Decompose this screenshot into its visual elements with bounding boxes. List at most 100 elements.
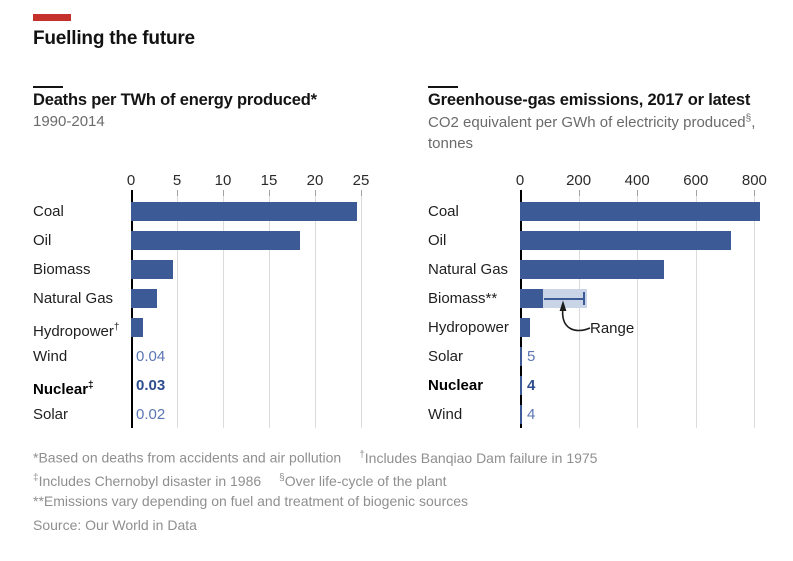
gridline-800	[754, 196, 756, 428]
value-label-solar: 5	[527, 348, 536, 365]
dagger-sup: †	[359, 449, 365, 460]
row-label-nuclear: Nuclear‡	[33, 380, 94, 398]
emissions-chart-subtitle-line1: CO2 equivalent per GWh of electricity pr…	[428, 113, 755, 131]
footnote-segment: ‡Includes Chernobyl disaster in 1986	[33, 472, 262, 490]
dagger-sup: §	[279, 472, 285, 484]
bar-solar	[520, 347, 522, 366]
axis-tick-20	[315, 190, 316, 196]
bar-oil	[520, 231, 731, 250]
gridline-600	[695, 196, 697, 428]
bar-hydropower	[520, 318, 530, 337]
gridline-10	[223, 196, 224, 428]
row-label-hydropower: Hydropower	[428, 319, 509, 336]
row-label-natural-gas: Natural Gas	[33, 290, 114, 307]
page-title: Fuelling the future	[33, 28, 195, 49]
footnote-line-1: *Based on deaths from accidents and air …	[33, 443, 597, 467]
plot-area: 5 4 4	[520, 190, 770, 428]
footnote-line-3: **Emissions vary depending on fuel and t…	[33, 490, 597, 514]
row-label-oil: Oil	[33, 232, 52, 249]
row-label-wind: Wind	[428, 406, 463, 423]
bar-wind	[520, 405, 522, 424]
deaths-chart: Deaths per TWh of energy produced* 1990-…	[33, 86, 393, 446]
row-label-natural-gas: Natural Gas	[428, 261, 509, 278]
range-annotation-label: Range	[590, 320, 635, 337]
axis-tick-label-200: 200	[566, 172, 592, 189]
gridline-15	[269, 196, 270, 428]
subtitle-text: CO2 equivalent per GWh of electricity pr…	[428, 114, 746, 131]
emissions-chart-title: Greenhouse-gas emissions, 2017 or latest	[428, 91, 751, 109]
axis-tick-10	[223, 190, 224, 196]
axis-tick-label-5: 5	[172, 172, 182, 189]
emissions-chart-subtitle-line2: tonnes	[428, 135, 474, 152]
axis-tick-label-0: 0	[126, 172, 136, 189]
plot-area: 0.04 0.03 0.02	[131, 190, 371, 428]
source-line: Source: Our World in Data	[33, 516, 197, 533]
axis-zero-line	[520, 190, 522, 428]
dagger-sup: ‡	[33, 472, 39, 484]
axis-tick-15	[269, 190, 270, 196]
chart-rule	[428, 86, 458, 88]
deaths-chart-subtitle: 1990-2014	[33, 113, 105, 130]
range-arrow-icon	[546, 294, 606, 339]
row-label-nuclear: Nuclear	[428, 377, 484, 394]
row-label-solar: Solar	[33, 406, 69, 423]
value-label-nuclear: 0.03	[136, 377, 166, 394]
bar-coal	[520, 202, 761, 221]
bar-natural-gas	[520, 260, 664, 279]
gridline-20	[315, 196, 316, 428]
value-label-nuclear: 4	[527, 377, 536, 394]
footnote-line-2: ‡Includes Chernobyl disaster in 1986 §Ove…	[33, 467, 597, 491]
bar-biomass	[131, 260, 174, 279]
dagger-sup: †	[113, 322, 120, 333]
value-label-wind: 4	[527, 406, 536, 423]
axis-tick-label-400: 400	[624, 172, 650, 189]
axis-tick-label-20: 20	[306, 172, 324, 189]
subtitle-tail: ,	[751, 114, 756, 131]
axis-tick-25	[361, 190, 362, 196]
row-label-coal: Coal	[33, 203, 64, 220]
chart-rule	[33, 86, 63, 88]
gridline-5	[177, 196, 178, 428]
range-cap	[583, 292, 586, 305]
footnote-segment: **Emissions vary depending on fuel and t…	[33, 493, 469, 509]
row-label-biomass: Biomass**	[428, 290, 498, 307]
footnote-segment: §Over life-cycle of the plant	[279, 472, 447, 490]
gridline-400	[637, 196, 639, 428]
bar-oil	[131, 231, 301, 250]
footnote-segment: *Based on deaths from accidents and air …	[33, 449, 342, 466]
axis-tick-5	[177, 190, 178, 196]
axis-tick-label-600: 600	[683, 172, 709, 189]
row-label-wind: Wind	[33, 348, 68, 365]
row-label-solar: Solar	[428, 348, 464, 365]
axis-tick-label-10: 10	[214, 172, 232, 189]
axis-tick-600	[695, 190, 697, 196]
row-label-coal: Coal	[428, 203, 459, 220]
row-label-hydropower: Hydropower†	[33, 322, 120, 340]
range-whisker	[544, 297, 585, 300]
deaths-chart-title: Deaths per TWh of energy produced*	[33, 91, 317, 109]
gridline-200	[578, 196, 580, 428]
axis-tick-200	[578, 190, 580, 196]
axis-tick-label-0: 0	[515, 172, 525, 189]
bar-natural-gas	[131, 289, 157, 308]
footnotes: *Based on deaths from accidents and air …	[33, 443, 597, 537]
axis-tick-label-25: 25	[352, 172, 370, 189]
emissions-chart: Greenhouse-gas emissions, 2017 or latest…	[428, 86, 788, 446]
section-sup: §	[745, 113, 752, 124]
bar-coal	[131, 202, 358, 221]
axis-tick-400	[637, 190, 639, 196]
axis-tick-label-15: 15	[260, 172, 278, 189]
accent-bar	[33, 14, 71, 21]
footnote-segment: †Includes Banqiao Dam failure in 1975	[359, 449, 598, 466]
bar-biomass	[520, 289, 544, 308]
row-label-oil: Oil	[428, 232, 447, 249]
value-label-solar: 0.02	[136, 406, 166, 423]
gridline-25	[361, 196, 362, 428]
bar-hydropower	[131, 318, 143, 337]
bar-nuclear	[520, 376, 522, 395]
row-label-biomass: Biomass	[33, 261, 91, 278]
axis-tick-800	[754, 190, 756, 196]
axis-zero-line	[131, 190, 133, 428]
axis-tick-label-800: 800	[741, 172, 767, 189]
